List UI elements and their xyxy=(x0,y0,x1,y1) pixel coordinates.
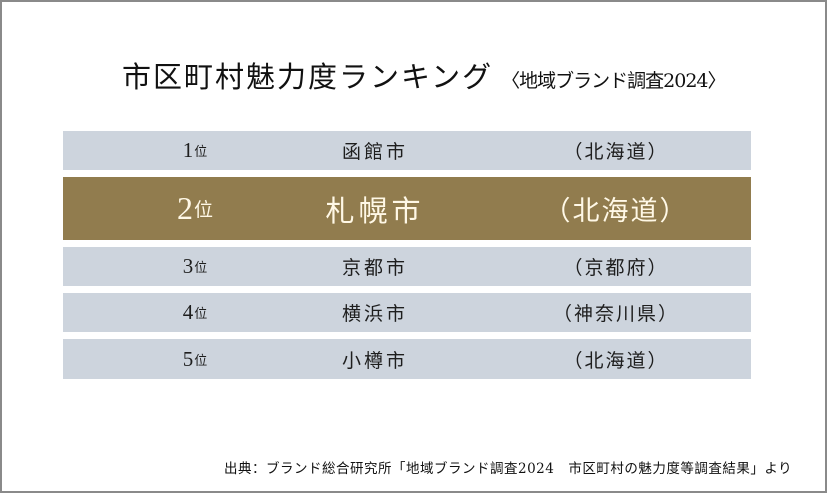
prefecture-name: （北海道） xyxy=(543,196,689,227)
source-citation: 出典：ブランド総合研究所「地域ブランド調査2024 市区町村の魅力度等調査結果」… xyxy=(224,461,793,477)
rank-suffix: 位 xyxy=(194,261,208,276)
rank-number: 5 xyxy=(182,346,194,371)
page-title: 市区町村魅力度ランキング 〈地域ブランド調査2024〉 xyxy=(122,54,727,94)
city-cell: 札幌市 xyxy=(295,177,455,240)
rank-number: 3 xyxy=(182,254,194,278)
prefecture-name: （北海道） xyxy=(563,349,669,372)
prefecture-name: （京都府） xyxy=(563,257,669,279)
rank-suffix: 位 xyxy=(194,145,208,160)
rank-number: 2 xyxy=(176,190,193,226)
prefecture-cell: （神奈川県） xyxy=(541,293,691,332)
city-cell: 横浜市 xyxy=(295,293,455,332)
prefecture-cell: （北海道） xyxy=(541,131,691,170)
title-main: 市区町村魅力度ランキング xyxy=(122,60,494,94)
prefecture-cell: （北海道） xyxy=(541,339,691,379)
rank-suffix: 位 xyxy=(194,353,208,369)
city-name: 横浜市 xyxy=(341,303,408,325)
prefecture-cell: （京都府） xyxy=(541,247,691,286)
city-name: 札幌市 xyxy=(325,193,425,228)
city-cell: 函館市 xyxy=(295,131,455,170)
prefecture-cell: （北海道） xyxy=(541,177,691,240)
prefecture-name: （北海道） xyxy=(563,141,669,163)
rank-number: 4 xyxy=(182,300,194,324)
city-cell: 小樽市 xyxy=(295,339,455,379)
city-name: 小樽市 xyxy=(341,349,408,372)
rank-suffix: 位 xyxy=(194,307,208,322)
rank-number: 1 xyxy=(182,138,194,162)
city-name: 函館市 xyxy=(341,141,408,163)
rank-suffix: 位 xyxy=(193,199,213,221)
city-name: 京都市 xyxy=(341,257,408,279)
city-cell: 京都市 xyxy=(295,247,455,286)
title-subtitle: 〈地域ブランド調査2024〉 xyxy=(501,70,726,92)
prefecture-name: （神奈川県） xyxy=(552,303,679,325)
